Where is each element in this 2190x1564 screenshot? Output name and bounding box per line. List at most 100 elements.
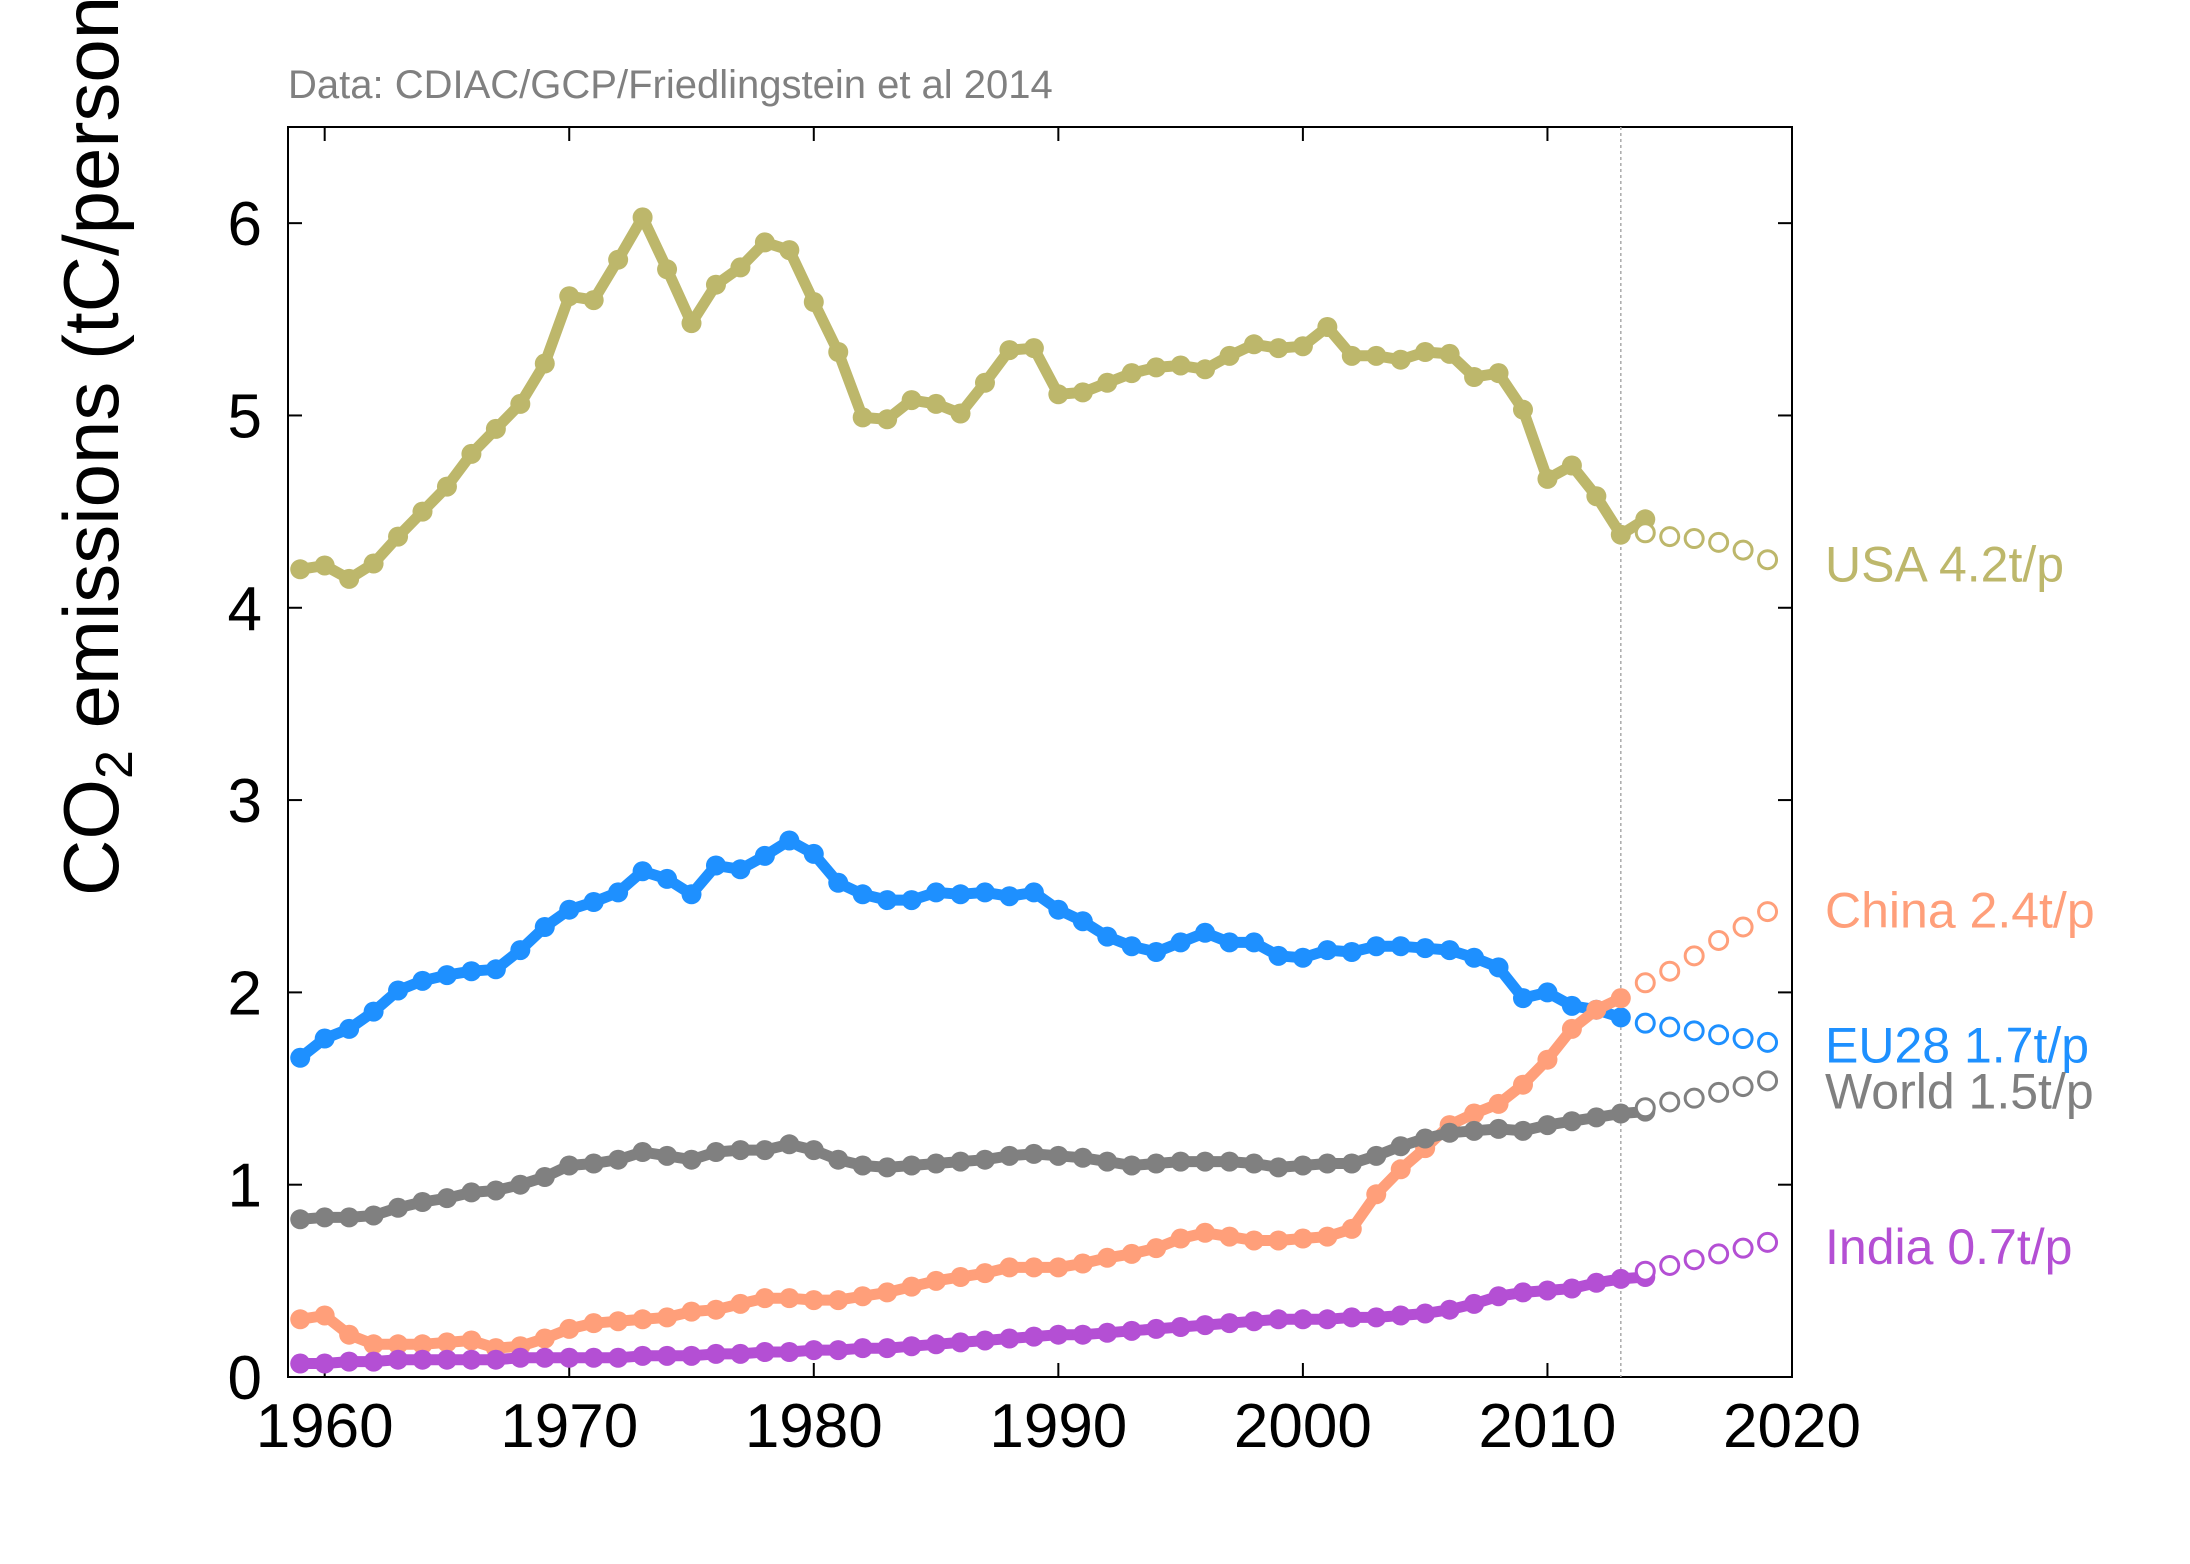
data-point-eu28 (1610, 1007, 1631, 1028)
projection-point-china (1659, 960, 1681, 982)
y-tick-label: 0 (228, 1344, 262, 1413)
data-point-china (1121, 1243, 1142, 1264)
x-tick-label: 1980 (745, 1392, 883, 1461)
data-point-india (1439, 1299, 1460, 1320)
data-point-world (1097, 1151, 1118, 1172)
x-tick-label: 2000 (1234, 1392, 1372, 1461)
data-point-world (754, 1140, 775, 1161)
data-point-china (754, 1288, 775, 1309)
data-point-china (339, 1324, 360, 1345)
data-point-eu28 (1317, 940, 1338, 961)
data-point-china (1561, 1018, 1582, 1039)
data-point-world (1146, 1153, 1167, 1174)
data-point-eu28 (436, 965, 457, 986)
data-point-eu28 (730, 859, 751, 880)
data-point-china (1292, 1228, 1313, 1249)
projection-point-china (1708, 929, 1730, 951)
data-point-usa (1146, 357, 1167, 378)
data-point-usa (681, 313, 702, 334)
data-point-india (1170, 1317, 1191, 1337)
data-point-china (632, 1309, 653, 1330)
projection-point-india (1683, 1249, 1705, 1271)
data-point-india (559, 1347, 580, 1368)
data-point-eu28 (803, 843, 824, 864)
data-point-china (877, 1282, 898, 1303)
data-point-eu28 (852, 884, 873, 905)
projection-point-usa (1732, 539, 1754, 561)
data-point-eu28 (974, 882, 995, 903)
data-point-india (1537, 1280, 1558, 1301)
projection-point-china (1634, 972, 1656, 994)
series-label-india: India 0.7t/p (1825, 1219, 2072, 1275)
data-point-usa (1464, 367, 1485, 387)
data-point-usa (314, 555, 335, 576)
data-point-world (1464, 1120, 1485, 1141)
series-label-eu28: EU28 1.7t/p (1825, 1017, 2089, 1073)
projection-point-india (1732, 1237, 1754, 1259)
projection-point-world (1659, 1091, 1681, 1113)
data-point-usa (705, 274, 726, 295)
series-line-china (294, 992, 1627, 1354)
data-point-india (534, 1347, 555, 1368)
data-point-india (363, 1351, 384, 1372)
data-point-usa (412, 501, 433, 522)
data-point-india (1415, 1303, 1436, 1324)
data-point-china (388, 1334, 409, 1355)
data-point-usa (1121, 363, 1142, 384)
data-point-world (803, 1140, 824, 1161)
data-point-world (1121, 1155, 1142, 1176)
data-point-usa (754, 232, 775, 253)
data-point-usa (1097, 372, 1118, 393)
data-point-usa (803, 292, 824, 312)
data-point-usa (1439, 343, 1460, 364)
projection-point-world (1757, 1070, 1779, 1092)
data-point-eu28 (1219, 932, 1240, 953)
data-point-usa (1537, 468, 1558, 489)
data-point-eu28 (314, 1028, 335, 1049)
data-point-usa (828, 342, 849, 362)
data-point-world (974, 1149, 995, 1170)
data-point-china (901, 1276, 922, 1297)
data-point-world (534, 1167, 555, 1187)
projection-point-india (1634, 1260, 1656, 1282)
data-point-india (339, 1351, 360, 1372)
y-tick-label: 3 (228, 767, 262, 836)
data-point-india (1023, 1326, 1044, 1347)
data-point-world (1415, 1128, 1436, 1149)
data-point-usa (1488, 363, 1509, 384)
data-point-india (314, 1353, 335, 1374)
data-point-eu28 (1268, 945, 1289, 966)
data-point-eu28 (461, 961, 482, 982)
projection-point-eu28 (1659, 1016, 1681, 1038)
data-point-eu28 (1195, 922, 1216, 943)
data-point-india (1121, 1320, 1142, 1341)
data-point-world (412, 1192, 433, 1212)
data-point-india (461, 1349, 482, 1370)
data-point-eu28 (412, 970, 433, 991)
data-point-usa (534, 353, 555, 374)
data-point-china (657, 1307, 678, 1328)
y-tick-label: 5 (228, 382, 262, 451)
projection-point-china (1757, 901, 1779, 923)
data-point-eu28 (1292, 947, 1313, 968)
data-point-world (852, 1155, 873, 1176)
data-point-world (608, 1149, 629, 1170)
data-point-eu28 (926, 882, 947, 903)
data-point-world (1586, 1107, 1607, 1128)
projection-point-usa (1757, 549, 1779, 571)
plot-area: 1960 1970 1980 1990 2000 2010 2020 0 1 2 3 4 5 6 USA 4… (228, 126, 2095, 1461)
data-point-usa (1561, 455, 1582, 476)
data-point-usa (583, 290, 604, 311)
data-point-china (1610, 988, 1631, 1009)
data-point-eu28 (705, 855, 726, 876)
data-point-eu28 (388, 980, 409, 1001)
data-point-eu28 (1439, 940, 1460, 961)
data-point-usa (1023, 338, 1044, 359)
projection-point-world (1634, 1097, 1656, 1119)
data-point-china (534, 1328, 555, 1349)
data-point-world (1439, 1122, 1460, 1143)
data-point-china (1268, 1230, 1289, 1251)
data-point-usa (436, 476, 457, 497)
data-point-eu28 (1390, 936, 1411, 957)
data-point-china (1317, 1226, 1338, 1247)
